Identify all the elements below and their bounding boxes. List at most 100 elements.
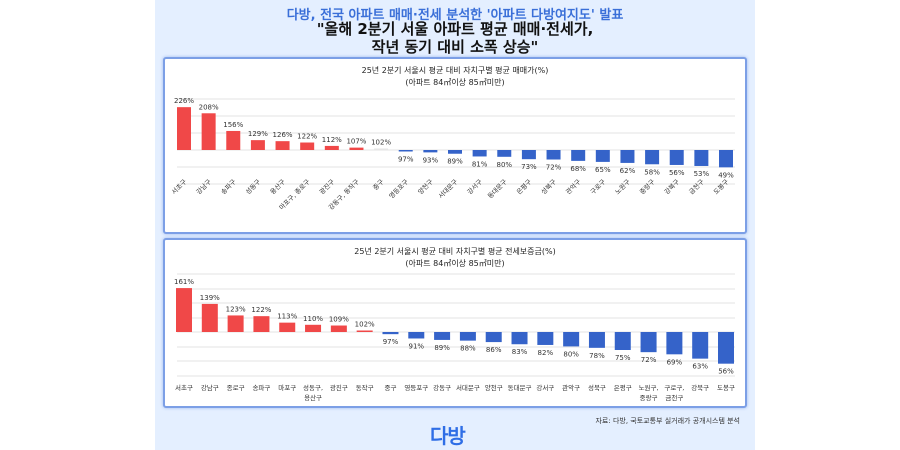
bar bbox=[408, 332, 425, 339]
data-label: 226% bbox=[174, 97, 194, 105]
category-label: 송파구 bbox=[219, 177, 238, 196]
category-label: 양천구 bbox=[416, 177, 435, 196]
bar bbox=[227, 315, 244, 332]
bar bbox=[423, 150, 438, 153]
data-label: 49% bbox=[718, 171, 734, 179]
category-label: 중구 bbox=[371, 178, 385, 192]
data-label: 93% bbox=[423, 156, 439, 164]
category-label: 양천구 bbox=[485, 383, 503, 392]
data-label: 68% bbox=[570, 165, 586, 173]
bar bbox=[201, 303, 218, 332]
bar bbox=[300, 142, 315, 150]
category-label: 강동구 bbox=[433, 383, 451, 392]
data-label: 97% bbox=[383, 338, 399, 346]
bar bbox=[459, 332, 476, 341]
category-label: 관악구 bbox=[564, 177, 583, 196]
category-label: 도봉구 bbox=[712, 178, 730, 196]
category-label: 동대문구 bbox=[508, 384, 532, 392]
data-label: 69% bbox=[667, 358, 683, 366]
headline-subtitle: 다방, 전국 아파트 매매·전세 분석한 '아파트 다방여지도' 발표 bbox=[286, 8, 624, 23]
bar bbox=[595, 150, 610, 162]
data-label: 139% bbox=[200, 294, 220, 302]
jeonse-deposit-chart: 25년 2분기 서울시 평균 대비 자치구별 평균 전세보증금(%) (아파트 … bbox=[163, 238, 747, 408]
chart-subtitle: (아파트 84㎡이상 85㎡미만) bbox=[405, 259, 505, 268]
bar bbox=[640, 332, 657, 353]
category-label: 은평구 bbox=[614, 383, 632, 392]
category-label: 서초구 bbox=[175, 383, 193, 392]
bar bbox=[177, 107, 191, 150]
category-label: 강서구 bbox=[536, 383, 554, 392]
data-label: 126% bbox=[273, 131, 293, 139]
headline-title-line1: "올해 2분기 서울 아파트 평균 매매·전세가, bbox=[316, 20, 594, 38]
data-label: 102% bbox=[371, 139, 391, 147]
bar bbox=[176, 288, 192, 332]
category-label: 중랑구 bbox=[638, 178, 656, 196]
data-label: 110% bbox=[303, 315, 323, 323]
data-label: 83% bbox=[512, 348, 528, 356]
bar bbox=[694, 150, 709, 166]
data-label: 156% bbox=[223, 121, 243, 129]
bar bbox=[253, 316, 270, 332]
data-label: 53% bbox=[694, 170, 710, 178]
bar bbox=[472, 150, 487, 157]
category-label: 은평구 bbox=[514, 177, 533, 196]
data-label: 89% bbox=[447, 158, 463, 166]
bar bbox=[718, 332, 734, 364]
data-label: 86% bbox=[486, 346, 502, 354]
category-label: 중랑구 bbox=[640, 394, 658, 402]
category-label: 서초구 bbox=[169, 177, 188, 196]
data-label: 56% bbox=[718, 368, 734, 376]
category-label: 광진구 bbox=[330, 383, 348, 392]
data-label: 122% bbox=[251, 306, 271, 314]
category-label: 성북구 bbox=[539, 177, 558, 196]
bar bbox=[324, 145, 339, 150]
data-label: 80% bbox=[563, 350, 579, 358]
bar bbox=[692, 332, 709, 359]
chart-subtitle: (아파트 84㎡이상 85㎡미만) bbox=[405, 78, 505, 87]
category-label: 노원구, bbox=[639, 383, 659, 392]
bar bbox=[448, 150, 462, 154]
data-label: 72% bbox=[641, 356, 657, 364]
bar bbox=[485, 332, 502, 343]
bar bbox=[349, 147, 364, 150]
data-label: 102% bbox=[355, 321, 375, 329]
data-label: 82% bbox=[538, 349, 554, 357]
data-label: 107% bbox=[346, 138, 366, 146]
headline-title-line2: 작년 동기 대비 소폭 상승" bbox=[371, 38, 539, 56]
category-label: 금천구 bbox=[687, 177, 706, 196]
bar bbox=[645, 150, 660, 165]
data-label: 56% bbox=[669, 169, 685, 177]
category-label: 노원구 bbox=[613, 177, 632, 196]
bar bbox=[546, 150, 561, 160]
bar bbox=[511, 332, 528, 345]
data-label: 65% bbox=[595, 166, 611, 174]
chart-plot: 161% 서초구 139% 강남구 123% 종로구 122% 송파구 113% 마포구 110% 성… bbox=[174, 273, 735, 402]
category-label: 관악구 bbox=[562, 383, 580, 392]
bar bbox=[537, 332, 554, 345]
data-label: 161% bbox=[174, 278, 194, 286]
bar bbox=[666, 332, 683, 355]
data-label: 89% bbox=[434, 344, 450, 352]
data-label: 63% bbox=[692, 363, 708, 371]
category-label: 종로구 bbox=[227, 384, 245, 392]
category-label: 금천구 bbox=[665, 393, 683, 402]
category-label: 성북구 bbox=[588, 383, 606, 392]
category-label: 동대문구 bbox=[486, 178, 509, 201]
bar bbox=[356, 330, 373, 332]
bar bbox=[305, 324, 322, 332]
bar bbox=[374, 148, 389, 150]
data-label: 122% bbox=[297, 133, 317, 141]
dabang-logo: 다방 bbox=[430, 424, 466, 448]
data-label: 75% bbox=[615, 354, 631, 362]
data-label: 78% bbox=[589, 352, 605, 360]
category-label: 송파구 bbox=[252, 383, 270, 392]
chart-title: 25년 2분기 서울시 평균 대비 자치구별 평균 전세보증금(%) bbox=[354, 247, 556, 256]
data-label: 97% bbox=[398, 156, 414, 164]
data-label: 123% bbox=[226, 305, 246, 313]
bar bbox=[588, 332, 605, 348]
bar bbox=[226, 130, 241, 150]
category-label: 용산구 bbox=[304, 393, 322, 402]
data-label: 72% bbox=[546, 164, 562, 172]
bar bbox=[279, 322, 296, 332]
category-label: 서대문구 bbox=[436, 177, 459, 200]
